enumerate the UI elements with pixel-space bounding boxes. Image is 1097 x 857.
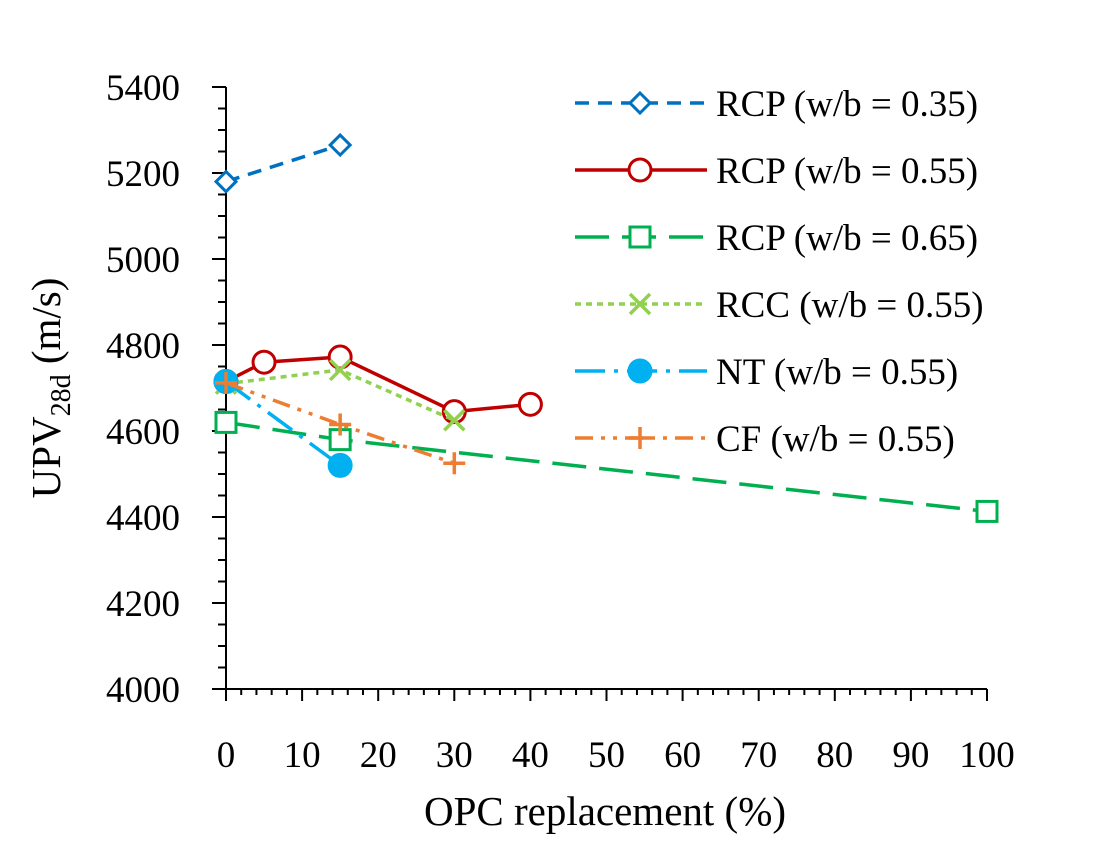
series-line (225, 381, 455, 465)
y-tick-label: 5000 (106, 240, 180, 281)
y-tick-label: 4800 (106, 326, 180, 367)
data-point (213, 169, 239, 194)
x-tick-label: 90 (892, 735, 929, 776)
legend-item-3: RCP (w/b = 0.65) (575, 218, 978, 259)
x-tick-label: 70 (740, 735, 777, 776)
data-point (214, 410, 238, 434)
x-tick-label: 80 (816, 735, 853, 776)
data-point (328, 358, 352, 382)
x-axis-title: OPC replacement (%) (424, 788, 786, 834)
axes (212, 86, 988, 701)
legend-item-2: RCP (w/b = 0.55) (575, 151, 978, 192)
data-point (443, 409, 466, 432)
y-tick-label: 5400 (106, 68, 180, 109)
x-tick-label: 30 (436, 735, 473, 776)
tick-labels: 0 10 20 30 40 50 60 70 80 90 100 4000 4200 4400 4600 48… (106, 68, 1015, 776)
x-tick-label: 100 (959, 735, 1015, 776)
data-point (327, 452, 353, 478)
legend-item-4: RCC (w/b = 0.55) (575, 285, 984, 326)
y-tick-label: 4600 (106, 412, 180, 453)
data-point (975, 499, 999, 523)
x-tick-label: 0 (217, 735, 236, 776)
data-point (517, 391, 543, 417)
x-tick-label: 20 (360, 735, 397, 776)
legend: RCP (w/b = 0.35) RCP (w/b = 0.55) RCP (w/b… (575, 84, 984, 460)
legend-marker (628, 292, 652, 316)
data-point (443, 452, 466, 475)
series-line (225, 143, 341, 184)
data-point (327, 344, 353, 370)
data-point (215, 371, 237, 394)
x-tick-label: 10 (284, 735, 321, 776)
legend-label: NT (w/b = 0.55) (716, 352, 958, 393)
series-3 (214, 410, 999, 523)
data-point (329, 413, 352, 436)
legend-label: RCC (w/b = 0.55) (716, 285, 984, 326)
legend-item-6: CF (w/b = 0.55) (575, 419, 955, 460)
y-axis-title-subscript: 28d (46, 374, 77, 416)
legend-marker (628, 225, 652, 249)
series-2 (213, 344, 543, 425)
y-axis-title-main: UPV (23, 416, 69, 498)
y-axis-title-units: (m/s) (23, 278, 69, 375)
x-tick-label: 50 (588, 735, 625, 776)
legend-marker (627, 157, 653, 183)
series-line (224, 380, 342, 467)
series-6 (215, 371, 466, 475)
legend-item-5: NT (w/b = 0.55) (575, 352, 958, 393)
legend-marker (629, 427, 651, 449)
legend-label: CF (w/b = 0.55) (716, 419, 955, 460)
y-tick-label: 4400 (106, 498, 180, 539)
x-tick-label: 40 (512, 735, 549, 776)
legend-marker (627, 90, 653, 116)
y-tick-label: 4000 (106, 670, 180, 711)
data-point (328, 132, 353, 158)
legend-label: RCP (w/b = 0.65) (716, 218, 978, 259)
x-tick-label: 60 (664, 735, 701, 776)
legend-label: RCP (w/b = 0.55) (716, 151, 978, 192)
y-tick-label: 5200 (106, 154, 180, 195)
legend-marker (627, 358, 653, 384)
data-point (251, 349, 277, 375)
y-axis-title: UPV28d (m/s) (23, 278, 77, 499)
series-layer (213, 132, 999, 523)
legend-label: RCP (w/b = 0.35) (716, 84, 978, 125)
legend-item-1: RCP (w/b = 0.35) (575, 84, 978, 125)
y-tick-label: 4200 (106, 584, 180, 625)
series-1 (213, 132, 353, 194)
